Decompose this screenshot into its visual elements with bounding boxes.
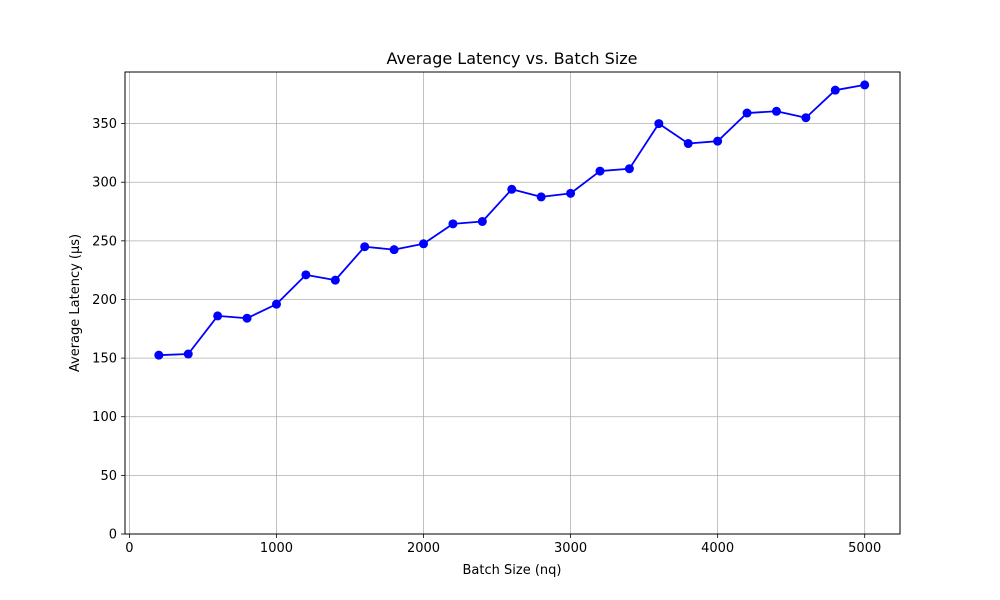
y-tick-label: 250 xyxy=(92,234,117,249)
x-tick-label: 5000 xyxy=(848,541,881,556)
x-tick-label: 2000 xyxy=(407,541,440,556)
data-point xyxy=(448,219,458,229)
data-point xyxy=(654,119,664,129)
data-point xyxy=(183,349,193,359)
data-point xyxy=(860,80,870,90)
series-layer xyxy=(154,80,870,360)
data-point xyxy=(713,136,723,146)
x-tick-label: 0 xyxy=(125,541,133,556)
data-point xyxy=(301,270,311,280)
data-point xyxy=(830,85,840,95)
data-point xyxy=(536,192,546,202)
data-point xyxy=(595,166,605,176)
y-tick-label: 150 xyxy=(92,352,117,367)
data-point xyxy=(213,311,223,321)
data-point xyxy=(566,188,576,198)
data-point xyxy=(683,139,693,149)
x-tick-label: 4000 xyxy=(701,541,734,556)
data-point xyxy=(271,299,281,309)
y-tick-label: 100 xyxy=(92,410,117,425)
y-tick-label: 50 xyxy=(100,469,117,484)
data-point xyxy=(771,106,781,116)
data-point xyxy=(154,350,164,360)
data-point xyxy=(624,164,634,174)
data-point xyxy=(801,113,811,123)
tick-layer: 0 1000 2000 3000 4000 5000 0 50 100 150 200 250 300 3… xyxy=(92,117,881,556)
x-axis-label: Batch Size (nq) xyxy=(463,563,562,578)
y-tick-label: 200 xyxy=(92,293,117,308)
x-tick-label: 3000 xyxy=(554,541,587,556)
data-point xyxy=(477,217,487,227)
y-tick-label: 0 xyxy=(109,528,117,543)
y-tick-label: 300 xyxy=(92,176,117,191)
x-tick-label: 1000 xyxy=(260,541,293,556)
plot-frame xyxy=(124,71,901,535)
data-point xyxy=(419,239,429,249)
grid-layer xyxy=(125,72,900,535)
data-point xyxy=(742,108,752,118)
data-point xyxy=(242,313,252,323)
data-point xyxy=(389,245,399,255)
y-tick-label: 350 xyxy=(92,117,117,132)
data-point xyxy=(360,242,370,252)
y-axis-label: Average Latency (µs) xyxy=(68,234,83,372)
data-point xyxy=(507,184,517,194)
chart-title: Average Latency vs. Batch Size xyxy=(386,49,637,68)
data-point xyxy=(330,275,340,285)
